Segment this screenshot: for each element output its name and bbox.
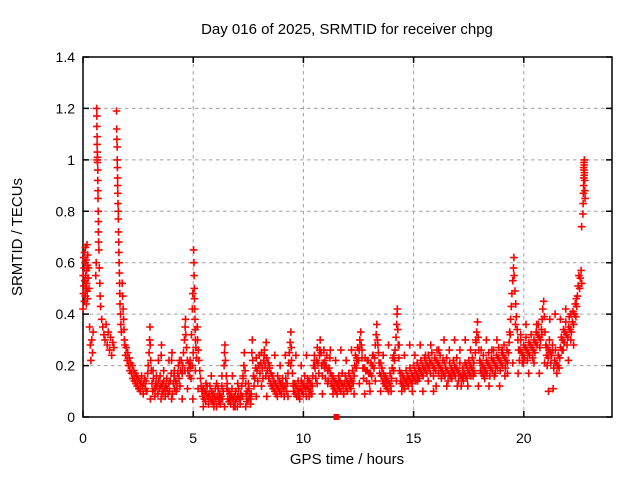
y-tick-label: 0 — [67, 409, 75, 425]
y-tick-label: 0.6 — [56, 255, 76, 271]
y-tick-label: 0.4 — [56, 306, 76, 322]
filled-square-marker — [333, 414, 340, 420]
y-tick-labels: 0 0.2 0.4 0.6 0.8 1 1.2 1.4 — [56, 49, 76, 425]
axis-ticks — [82, 56, 612, 418]
y-axis-label: SRMTID / TECUs — [9, 178, 26, 296]
x-tick-labels: 0 5 10 15 20 — [79, 430, 532, 446]
zero-epoch-marker — [333, 414, 340, 420]
chart-title: Day 016 of 2025, SRMTID for receiver chp… — [201, 21, 493, 38]
x-axis-label: GPS time / hours — [290, 451, 404, 468]
plot-border — [82, 56, 613, 418]
x-tick-label: 20 — [516, 430, 532, 446]
x-tick-label: 10 — [296, 430, 312, 446]
x-tick-label: 15 — [406, 430, 422, 446]
y-tick-label: 1.4 — [56, 49, 76, 65]
data-points — [79, 104, 589, 411]
y-tick-label: 1 — [67, 152, 75, 168]
y-tick-label: 0.8 — [56, 203, 76, 219]
x-tick-label: 5 — [189, 430, 197, 446]
x-tick-label: 0 — [79, 430, 87, 446]
y-tick-label: 0.2 — [56, 358, 76, 374]
y-tick-label: 1.2 — [56, 100, 76, 116]
